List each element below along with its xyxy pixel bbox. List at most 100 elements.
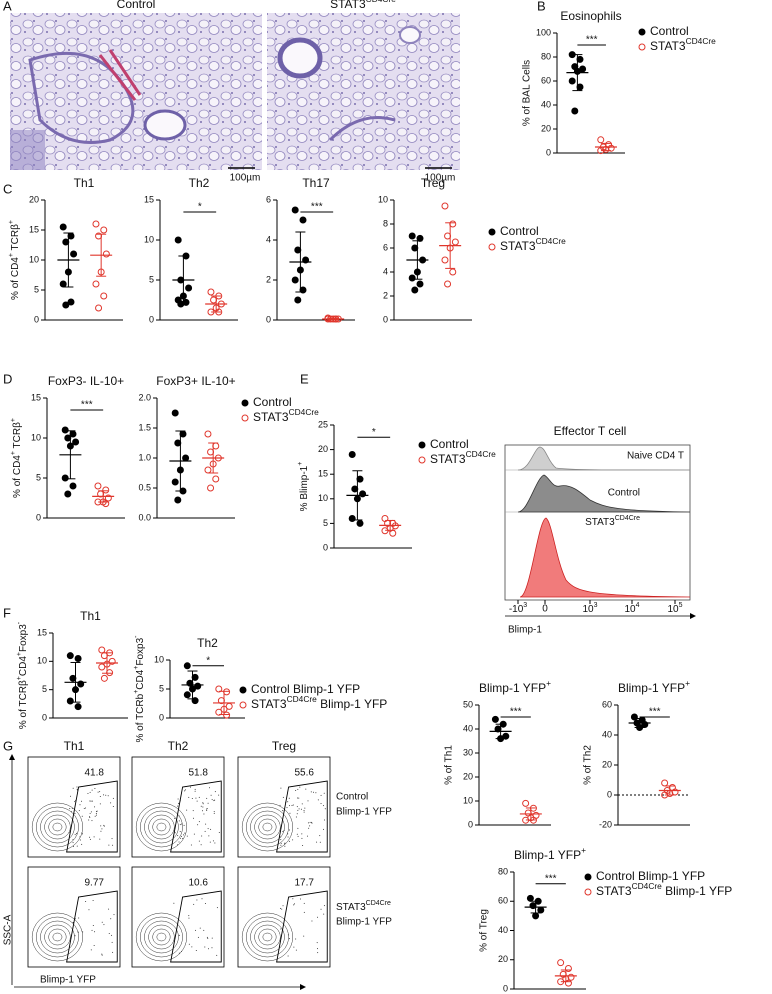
gate-frequency: 51.8 — [189, 768, 209, 779]
event — [103, 825, 105, 827]
event — [111, 838, 113, 840]
data-point — [568, 77, 576, 85]
data-point — [62, 301, 70, 309]
x-tick-label-part: 5 — [679, 602, 683, 609]
vessel — [328, 116, 396, 142]
data-point — [348, 514, 356, 522]
event — [200, 844, 202, 846]
gate — [66, 780, 118, 853]
data-point — [441, 256, 449, 264]
event — [320, 794, 322, 796]
legend-label: Control — [430, 437, 469, 451]
data-point — [108, 657, 116, 665]
contour — [258, 818, 277, 836]
y-tick-label: 2 — [383, 290, 388, 300]
data-point — [526, 894, 534, 902]
arrow-head — [300, 984, 306, 990]
chart-title: Eosinophils — [560, 9, 621, 23]
contour — [140, 806, 183, 848]
event — [178, 841, 180, 843]
y-axis-label-part: + — [133, 666, 140, 670]
event — [183, 834, 185, 836]
event — [92, 900, 94, 902]
legend-label-part: CD4Cre — [287, 694, 318, 704]
legend-marker — [241, 414, 249, 422]
event — [195, 950, 197, 952]
gate — [170, 890, 222, 963]
y-axis-label: % of TCRβ+CD4+Foxp3- — [16, 621, 28, 729]
event — [213, 800, 215, 802]
event — [85, 807, 87, 809]
event — [190, 844, 192, 846]
event — [309, 825, 311, 827]
data-point — [66, 697, 74, 705]
event — [289, 829, 291, 831]
panel-letter: C — [3, 181, 12, 196]
event — [279, 804, 281, 806]
data-point — [356, 519, 364, 527]
legend-label-part: STAT3 — [650, 39, 686, 53]
event — [282, 810, 284, 812]
significance-label: *** — [545, 873, 557, 884]
contour — [241, 912, 293, 962]
event — [202, 806, 204, 808]
panel-letter: E — [300, 371, 309, 386]
event — [97, 791, 99, 793]
y-tick-label: 5 — [159, 683, 164, 693]
event — [201, 898, 203, 900]
chart-title-part: Blimp-1 YFP — [514, 848, 581, 862]
event — [293, 903, 295, 905]
data-point — [98, 646, 106, 654]
gate-frequency: 55.6 — [295, 768, 315, 779]
x-tick-label-part: -10 — [509, 604, 524, 615]
event — [112, 797, 114, 799]
event — [213, 812, 215, 814]
data-point — [74, 655, 82, 662]
event — [111, 941, 113, 943]
data-point — [597, 136, 605, 144]
event — [307, 822, 309, 824]
data-point — [95, 304, 103, 312]
significance-label: *** — [81, 400, 93, 411]
event — [103, 824, 105, 826]
chart-title: Th17 — [302, 176, 330, 190]
data-point — [444, 280, 452, 288]
chart-title: FoxP3- IL-10+ — [48, 374, 124, 388]
legend-marker — [241, 399, 249, 407]
data-point — [74, 703, 82, 711]
micrograph-stat3 — [267, 13, 460, 170]
flow-frame — [27, 756, 121, 858]
event — [105, 794, 107, 796]
data-point — [449, 268, 457, 276]
contour — [44, 814, 71, 840]
legend-label: Control — [500, 224, 539, 238]
event — [202, 803, 204, 805]
event — [316, 942, 318, 944]
y-axis-label-part: + — [133, 690, 140, 694]
significance-label: * — [372, 427, 376, 438]
y-tick-label: 10 — [144, 234, 154, 244]
y-axis-label-part: + — [10, 418, 17, 422]
y-tick-label: 40 — [541, 99, 551, 109]
contour — [40, 810, 75, 844]
dot-chart: 0 2 4 6 Th17 *** — [266, 176, 355, 324]
event — [81, 843, 83, 845]
contour — [36, 916, 79, 958]
airway — [28, 51, 135, 144]
y-tick-label: 10 — [378, 194, 388, 204]
legend-label: STAT3CD4Cre Blimp-1 YFP — [596, 881, 732, 898]
event — [297, 797, 299, 799]
event — [178, 952, 180, 954]
event — [195, 929, 197, 931]
x-tick-label-part: 3 — [594, 602, 598, 609]
gate-frequency: 9.77 — [85, 878, 105, 889]
contour — [258, 928, 277, 946]
chart-title-part: + — [685, 678, 690, 688]
event — [305, 788, 307, 790]
event — [179, 831, 181, 833]
event — [108, 844, 110, 846]
micrograph-title-part: CD4Cre — [366, 0, 397, 4]
y-tick-label: 0 — [159, 712, 164, 722]
